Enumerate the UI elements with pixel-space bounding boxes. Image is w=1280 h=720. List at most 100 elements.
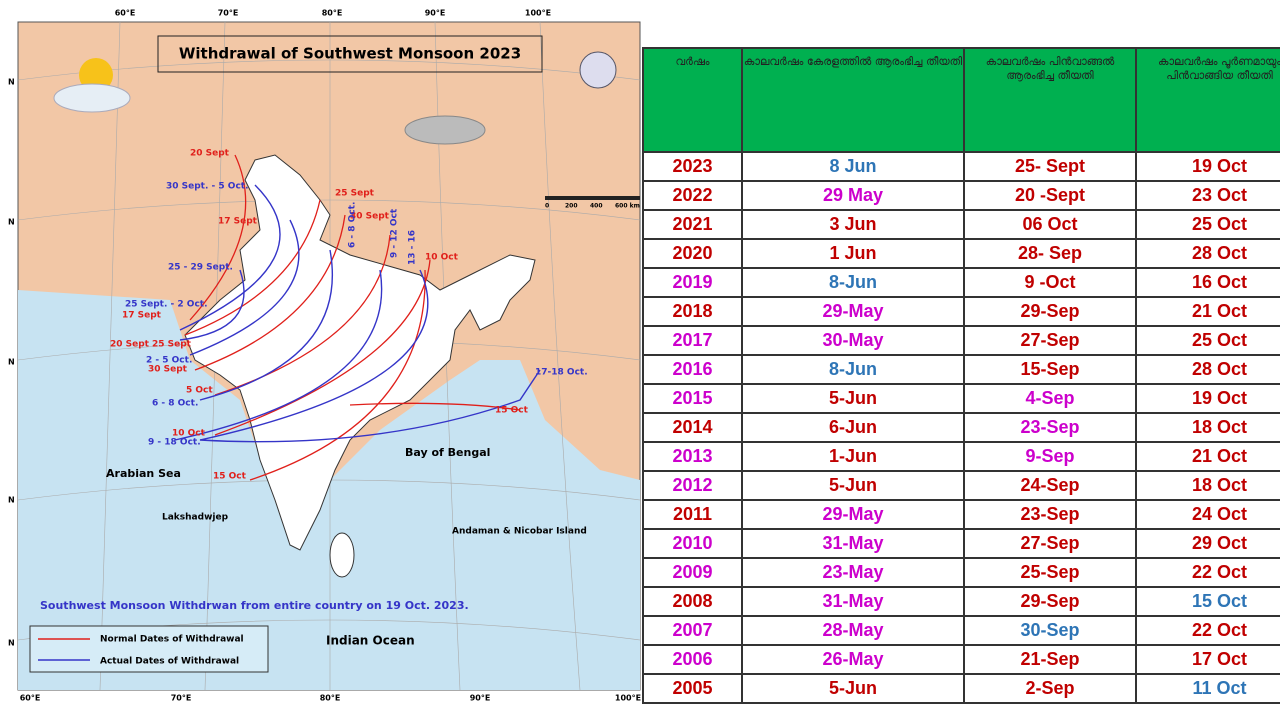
table-cell: 27-Sep: [963, 528, 1137, 559]
table-cell: 17 Oct: [1135, 644, 1280, 675]
rain-cloud-icon: [404, 115, 486, 145]
table-row: 2015 5-Jun 4-Sep 19 Oct: [642, 383, 1280, 414]
imd-logo: [579, 51, 617, 89]
table-cell: 5-Jun: [741, 383, 965, 414]
scale-label: 200: [565, 203, 578, 210]
normal-label: 5 Oct: [186, 386, 213, 396]
table-cell: 2023: [642, 151, 743, 182]
table-row: 2019 8-Jun 9 -Oct 16 Oct: [642, 267, 1280, 298]
table-cell: 8 Jun: [741, 151, 965, 182]
table-cell: 2012: [642, 470, 743, 501]
legend-label: Actual Dates of Withdrawal: [100, 657, 239, 667]
place-label: Andaman & Nicobar Island: [452, 527, 587, 537]
scale-label: 400: [590, 203, 603, 210]
normal-label: 10 Oct: [425, 253, 459, 263]
table-cell: 2010: [642, 528, 743, 559]
lat-label: N: [8, 358, 15, 367]
lon-label: 90°E: [425, 9, 446, 18]
table-cell: 2-Sep: [963, 673, 1137, 704]
place-label: Arabian Sea: [106, 467, 181, 480]
actual-label: 9 - 18 Oct.: [148, 438, 201, 448]
table-cell: 2017: [642, 325, 743, 356]
sun-icon: [79, 58, 113, 92]
lon-label: 60°E: [115, 9, 136, 18]
table-cell: 22 Oct: [1135, 615, 1280, 646]
table-cell: 28 Oct: [1135, 354, 1280, 385]
table-cell: 25-Sep: [963, 557, 1137, 588]
normal-label: 17 Sept: [122, 311, 162, 321]
table-cell: 16 Oct: [1135, 267, 1280, 298]
table-cell: 2020: [642, 238, 743, 269]
table-row: 2020 1 Jun 28- Sep 28 Oct: [642, 238, 1280, 269]
table-cell: 30-Sep: [963, 615, 1137, 646]
table-cell: 25- Sept: [963, 151, 1137, 182]
legend-box: [29, 625, 269, 673]
normal-label: 15 Oct: [495, 406, 529, 416]
table-cell: 29 May: [741, 180, 965, 211]
table-cell: 23-Sep: [963, 412, 1137, 443]
table-row: 2006 26-May 21-Sep 17 Oct: [642, 644, 1280, 675]
table-row: 2007 28-May 30-Sep 22 Oct: [642, 615, 1280, 646]
monsoon-map: Withdrawal of Southwest Monsoon 2023 60°…: [8, 9, 641, 703]
table-cell: 25 Oct: [1135, 209, 1280, 240]
table-cell: 21-Sep: [963, 644, 1137, 675]
table-cell: 2018: [642, 296, 743, 327]
actual-label: 17-18 Oct.: [535, 368, 588, 378]
lat-label: N: [8, 639, 15, 648]
actual-label: 13 - 16: [408, 230, 418, 265]
table-cell: 06 Oct: [963, 209, 1137, 240]
table-cell: 25 Oct: [1135, 325, 1280, 356]
table-cell: 31-May: [741, 586, 965, 617]
table-cell: 18 Oct: [1135, 470, 1280, 501]
table-row: 2008 31-May 29-Sep 15 Oct: [642, 586, 1280, 617]
table-cell: 29-May: [741, 296, 965, 327]
map-title: Withdrawal of Southwest Monsoon 2023: [179, 45, 521, 63]
title-box: [157, 35, 543, 73]
normal-label: 17 Sept: [218, 217, 258, 227]
table-row: 2018 29-May 29-Sep 21 Oct: [642, 296, 1280, 327]
table-cell: 2019: [642, 267, 743, 298]
table-cell: 2008: [642, 586, 743, 617]
normal-label: 10 Oct: [172, 429, 206, 439]
header-cell: കാലവർഷം പിൻവാങ്ങൽ ആരംഭിച്ച തീയതി: [963, 47, 1137, 153]
table-cell: 3 Jun: [741, 209, 965, 240]
lon-label: 70°E: [171, 694, 192, 703]
table-cell: 24-Sep: [963, 470, 1137, 501]
table-cell: 28 Oct: [1135, 238, 1280, 269]
normal-label: 25 Sept: [335, 189, 375, 199]
table-row: 2009 23-May 25-Sep 22 Oct: [642, 557, 1280, 588]
header-cell: കാലവർഷം പൂർണമായും പിൻവാങ്ങിയ തീയതി: [1135, 47, 1280, 153]
table-row: 2011 29-May 23-Sep 24 Oct: [642, 499, 1280, 530]
table-cell: 28- Sep: [963, 238, 1137, 269]
normal-label: 25 Sept: [152, 340, 192, 350]
table-cell: 6-Jun: [741, 412, 965, 443]
normal-label: 20 Sept: [110, 340, 150, 350]
table-cell: 30-May: [741, 325, 965, 356]
table-cell: 20 -Sept: [963, 180, 1137, 211]
table-cell: 2015: [642, 383, 743, 414]
table-cell: 2007: [642, 615, 743, 646]
table-cell: 2014: [642, 412, 743, 443]
table-cell: 21 Oct: [1135, 296, 1280, 327]
table-cell: 29-Sep: [963, 296, 1137, 327]
table-row: 2012 5-Jun 24-Sep 18 Oct: [642, 470, 1280, 501]
table-row: 2023 8 Jun 25- Sept 19 Oct: [642, 151, 1280, 182]
table-cell: 23-Sep: [963, 499, 1137, 530]
monsoon-table: വർഷം കാലവർഷം കേരളത്തിൽ ആരംഭിച്ച തീയതി കാലവ…: [642, 47, 1280, 704]
scale-bar: 0 200 400 600 km: [545, 196, 640, 210]
table-cell: 2011: [642, 499, 743, 530]
place-label: Indian Ocean: [326, 634, 415, 648]
table-row: 2014 6-Jun 23-Sep 18 Oct: [642, 412, 1280, 443]
table-row: 2010 31-May 27-Sep 29 Oct: [642, 528, 1280, 559]
header-cell: വർഷം: [642, 47, 743, 153]
table-cell: 2021: [642, 209, 743, 240]
actual-label: 9 - 12 Oct: [390, 208, 400, 258]
table-cell: 5-Jun: [741, 470, 965, 501]
place-label: Bay of Bengal: [405, 446, 490, 459]
table-cell: 2013: [642, 441, 743, 472]
sea: [18, 290, 640, 690]
actual-label: 6 - 8 Oct.: [152, 399, 198, 409]
table-cell: 1-Jun: [741, 441, 965, 472]
table-cell: 31-May: [741, 528, 965, 559]
scale-label: 0: [545, 203, 549, 210]
